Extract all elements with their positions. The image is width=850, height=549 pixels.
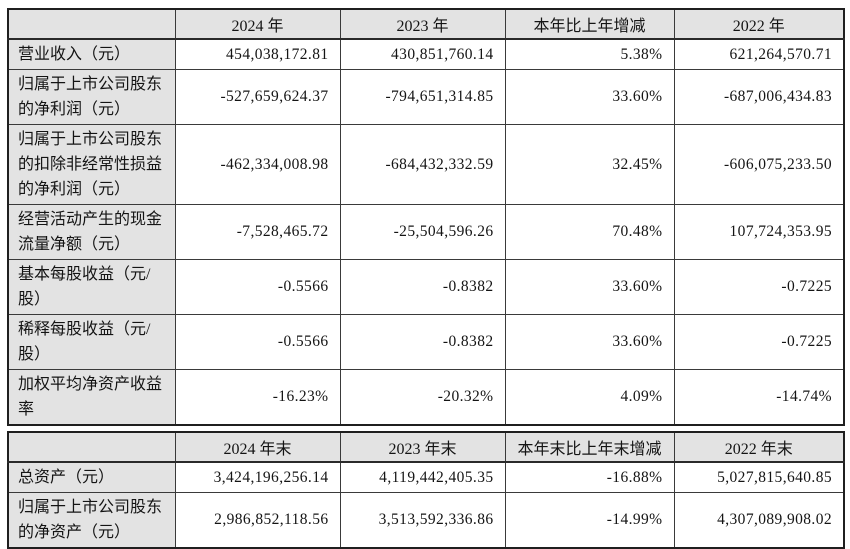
- metric-label-net-profit: 归属于上市公司股东的净利润（元）: [7, 69, 176, 125]
- column-header-2022-end: 2022 年末: [673, 431, 845, 463]
- metric-label-weighted-avg-roe: 加权平均净资产收益率: [7, 369, 176, 426]
- value-2024: -527,659,624.37: [174, 69, 341, 125]
- column-header-2022: 2022 年: [673, 8, 845, 40]
- column-header-2024: 2024 年: [174, 8, 341, 40]
- column-header-change: 本年比上年增减: [504, 8, 675, 40]
- column-header-end-change: 本年末比上年末增减: [504, 431, 675, 463]
- table-row: 归属于上市公司股东的净资产（元） 2,986,852,118.56 3,513,…: [7, 492, 845, 549]
- value-2022: -0.7225: [673, 259, 845, 315]
- corner-cell: [7, 8, 176, 40]
- value-2024: -16.23%: [174, 369, 341, 426]
- value-2022: 4,307,089,908.02: [673, 492, 845, 549]
- value-2024: -7,528,465.72: [174, 204, 341, 260]
- value-change: 70.48%: [504, 204, 675, 260]
- value-change: 32.45%: [504, 124, 675, 205]
- corner-cell: [7, 431, 176, 463]
- table-row: 加权平均净资产收益率 -16.23% -20.32% 4.09% -14.74%: [7, 369, 845, 426]
- table-row: 归属于上市公司股东的净利润（元） -527,659,624.37 -794,65…: [7, 69, 845, 125]
- table-row: 基本每股收益（元/股） -0.5566 -0.8382 33.60% -0.72…: [7, 259, 845, 315]
- column-header-2023-end: 2023 年末: [339, 431, 506, 463]
- header-row: 2024 年末 2023 年末 本年末比上年末增减 2022 年末: [7, 431, 845, 463]
- value-change: 33.60%: [504, 314, 675, 370]
- table-row: 归属于上市公司股东的扣除非经常性损益的净利润（元） -462,334,008.9…: [7, 124, 845, 205]
- year-end-table: 2024 年末 2023 年末 本年末比上年末增减 2022 年末 总资产（元）…: [7, 431, 845, 549]
- value-change: 5.38%: [504, 38, 675, 70]
- table-row: 经营活动产生的现金流量净额（元） -7,528,465.72 -25,504,5…: [7, 204, 845, 260]
- metric-label-net-profit-excl-nonrecurring: 归属于上市公司股东的扣除非经常性损益的净利润（元）: [7, 124, 176, 205]
- value-2022: -687,006,434.83: [673, 69, 845, 125]
- value-2023: 430,851,760.14: [339, 38, 506, 70]
- value-2024: 454,038,172.81: [174, 38, 341, 70]
- value-2023: -0.8382: [339, 314, 506, 370]
- value-2024: -462,334,008.98: [174, 124, 341, 205]
- table-row: 稀释每股收益（元/股） -0.5566 -0.8382 33.60% -0.72…: [7, 314, 845, 370]
- value-2023: -25,504,596.26: [339, 204, 506, 260]
- value-2022: -606,075,233.50: [673, 124, 845, 205]
- value-2023: -684,432,332.59: [339, 124, 506, 205]
- value-2024: -0.5566: [174, 259, 341, 315]
- table-row: 营业收入（元） 454,038,172.81 430,851,760.14 5.…: [7, 38, 845, 70]
- column-header-2023: 2023 年: [339, 8, 506, 40]
- metric-label-diluted-eps: 稀释每股收益（元/股）: [7, 314, 176, 370]
- value-2024: 2,986,852,118.56: [174, 492, 341, 549]
- value-2023: 3,513,592,336.86: [339, 492, 506, 549]
- value-change: 33.60%: [504, 259, 675, 315]
- value-2022: -14.74%: [673, 369, 845, 426]
- current-period-table: 2024 年 2023 年 本年比上年增减 2022 年 营业收入（元） 454…: [7, 8, 845, 426]
- financial-summary-page: 2024 年 2023 年 本年比上年增减 2022 年 营业收入（元） 454…: [7, 8, 845, 549]
- value-2023: -0.8382: [339, 259, 506, 315]
- metric-label-operating-cash-flow: 经营活动产生的现金流量净额（元）: [7, 204, 176, 260]
- value-2022: 107,724,353.95: [673, 204, 845, 260]
- value-change: 4.09%: [504, 369, 675, 426]
- metric-label-revenue: 营业收入（元）: [7, 38, 176, 70]
- value-change: -14.99%: [504, 492, 675, 549]
- metric-label-basic-eps: 基本每股收益（元/股）: [7, 259, 176, 315]
- value-change: 33.60%: [504, 69, 675, 125]
- value-2024: -0.5566: [174, 314, 341, 370]
- value-2023: -20.32%: [339, 369, 506, 426]
- value-2022: 621,264,570.71: [673, 38, 845, 70]
- column-header-2024-end: 2024 年末: [174, 431, 341, 463]
- value-2022: -0.7225: [673, 314, 845, 370]
- value-2023: -794,651,314.85: [339, 69, 506, 125]
- metric-label-net-assets: 归属于上市公司股东的净资产（元）: [7, 492, 176, 549]
- header-row: 2024 年 2023 年 本年比上年增减 2022 年: [7, 8, 845, 40]
